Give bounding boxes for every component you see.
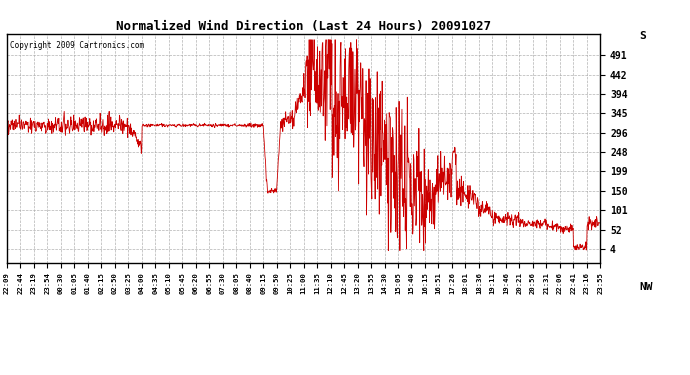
- Text: Copyright 2009 Cartronics.com: Copyright 2009 Cartronics.com: [10, 40, 144, 50]
- Title: Normalized Wind Direction (Last 24 Hours) 20091027: Normalized Wind Direction (Last 24 Hours…: [116, 20, 491, 33]
- Text: S: S: [639, 31, 646, 41]
- Text: NW: NW: [639, 282, 653, 292]
